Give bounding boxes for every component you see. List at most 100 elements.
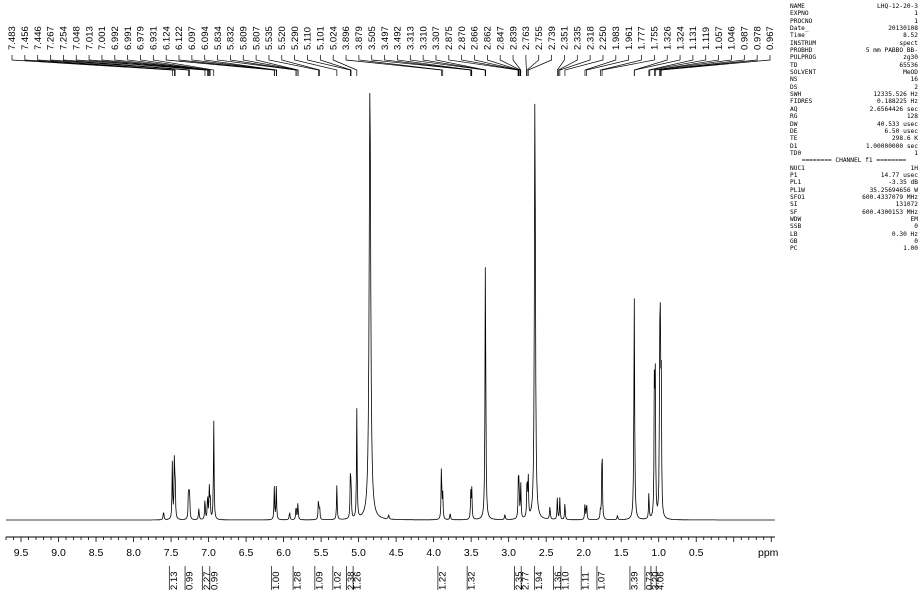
parameter-row: SOLVENT MeOD: [790, 69, 918, 76]
integral-value: 3.39: [629, 572, 640, 591]
x-tick-label: 1.5: [614, 547, 629, 559]
peak-label: 7.048: [71, 26, 82, 50]
peak-connector: [654, 55, 719, 76]
parameter-key: LB: [790, 230, 798, 238]
peak-label: 1.777: [637, 26, 648, 50]
x-tick-label: 3.0: [501, 547, 516, 559]
parameter-value: 5 mm PABBO BB-: [865, 47, 918, 55]
integral-value: 1.36: [553, 572, 564, 591]
peak-connector: [586, 55, 630, 76]
peak-connector: [558, 55, 578, 76]
peak-label: 5.520: [277, 26, 288, 50]
integral-value: 1.32: [467, 572, 478, 591]
peak-label: 1.983: [611, 26, 622, 50]
parameter-value: zg30: [903, 54, 918, 62]
parameter-row: GB 0: [790, 238, 918, 245]
peak-connector: [255, 55, 299, 76]
channel-header: ======== CHANNEL f1 ========: [801, 157, 907, 165]
peak-connector: [461, 55, 519, 76]
peak-label: 5.290: [290, 26, 301, 50]
parameter-key: DE: [790, 127, 798, 135]
parameter-value: 6.50 usec: [884, 127, 918, 135]
peak-label: 3.307: [431, 26, 442, 50]
parameter-value: 1.00: [903, 245, 918, 253]
parameter-key: TE: [790, 135, 798, 143]
parameter-key: D1: [790, 142, 798, 150]
parameter-row: TE 298.6 K: [790, 135, 918, 142]
parameter-row: PC 1.00: [790, 245, 918, 252]
peak-label: 5.024: [328, 26, 339, 50]
peak-label: 3.896: [341, 26, 352, 50]
x-axis: 9.5 9.0 8.5 8.0 7.5 7.0 6.5 6.0 5.5 5.0 4.5 4.0 3.5 3…: [5, 536, 779, 559]
parameter-row: SWH 12335.526 Hz: [790, 91, 918, 98]
parameter-row: NUC1 1H: [790, 165, 918, 172]
peak-connector: [332, 55, 358, 76]
parameter-key: PL1: [790, 179, 802, 187]
peak-connector: [24, 55, 175, 76]
peak-connector: [654, 55, 732, 76]
peak-label: 5.832: [226, 26, 237, 50]
peak-connector: [75, 55, 206, 76]
parameter-key: GB: [790, 238, 798, 245]
x-tick-label: 2.5: [539, 547, 554, 559]
x-tick-label: 4.0: [426, 547, 441, 559]
peak-label: 6.122: [174, 26, 185, 50]
peak-connector: [281, 55, 320, 76]
parameter-row: DW 40.533 usec: [790, 121, 918, 128]
x-tick-label: 1.0: [651, 547, 666, 559]
parameter-key: SF: [790, 208, 798, 216]
parameter-key: P1: [790, 171, 798, 179]
channel-parameter-list: NUC1 1H P1 14.77 usec PL1 -3.35 dB PL1W 35.2569…: [790, 165, 918, 253]
peak-connector: [37, 55, 176, 76]
peak-label: 2.847: [495, 26, 506, 50]
integral-value: 2.77: [521, 572, 532, 591]
peak-label: 1.046: [727, 26, 738, 50]
peak-label: 6.931: [149, 26, 160, 50]
peak-connector: [499, 55, 521, 76]
parameter-value: 40.533 usec: [877, 120, 918, 128]
peak-label: 5.809: [238, 26, 249, 50]
integral-value: 1.07: [596, 572, 607, 591]
peak-connector: [557, 55, 565, 76]
parameter-key: RG: [790, 113, 798, 121]
peak-label: 2.739: [547, 26, 558, 50]
parameter-row: INSTRUM spect: [790, 40, 918, 47]
acquisition-parameters-panel: NAME LHQ-12-20-3 EXPNO 1 PROCNO 1 Date_ 2013010…: [790, 3, 918, 253]
parameter-key: AQ: [790, 105, 798, 113]
parameter-key: PL1W: [790, 186, 805, 194]
peak-label: 3.310: [418, 26, 429, 50]
peak-label: 7.254: [59, 26, 70, 50]
peak-connector: [659, 55, 745, 76]
parameter-key: SWH: [790, 91, 802, 99]
parameter-value: 1.00000000 sec: [865, 142, 918, 150]
peak-connector: [204, 55, 277, 76]
peak-connector: [564, 55, 604, 76]
parameter-value: 65536: [899, 61, 918, 69]
integral-value: 1.26: [353, 572, 364, 591]
parameter-row: EXPNO 1: [790, 10, 918, 17]
peak-connector: [371, 55, 472, 76]
parameter-key: SSB: [790, 223, 802, 231]
peak-connector: [584, 55, 617, 76]
parameter-value: 14.77 usec: [880, 171, 918, 179]
parameter-value: 600.4337079 MHz: [862, 193, 918, 201]
parameter-row: DS 2: [790, 84, 918, 91]
parameter-row: Time 8.52: [790, 32, 918, 39]
peak-connector: [307, 55, 351, 76]
x-tick-label: 6.0: [276, 547, 291, 559]
peak-connector: [358, 55, 444, 76]
peak-connector: [127, 55, 210, 76]
peak-label: 0.978: [752, 26, 763, 50]
peak-connector: [600, 55, 642, 76]
integral-value: 0.99: [185, 572, 196, 591]
peak-label: 5.834: [213, 26, 224, 50]
parameter-row: SSB 0: [790, 223, 918, 230]
parameter-value: 16: [910, 76, 918, 84]
peak-connector: [526, 55, 540, 76]
peak-connector: [178, 55, 275, 76]
parameter-key: PROBHD: [790, 47, 813, 55]
peak-label: 5.110: [303, 27, 314, 50]
parameter-row: PULPROG zg30: [790, 54, 918, 61]
peak-connector: [319, 55, 352, 76]
peak-label: 1.131: [688, 26, 699, 50]
